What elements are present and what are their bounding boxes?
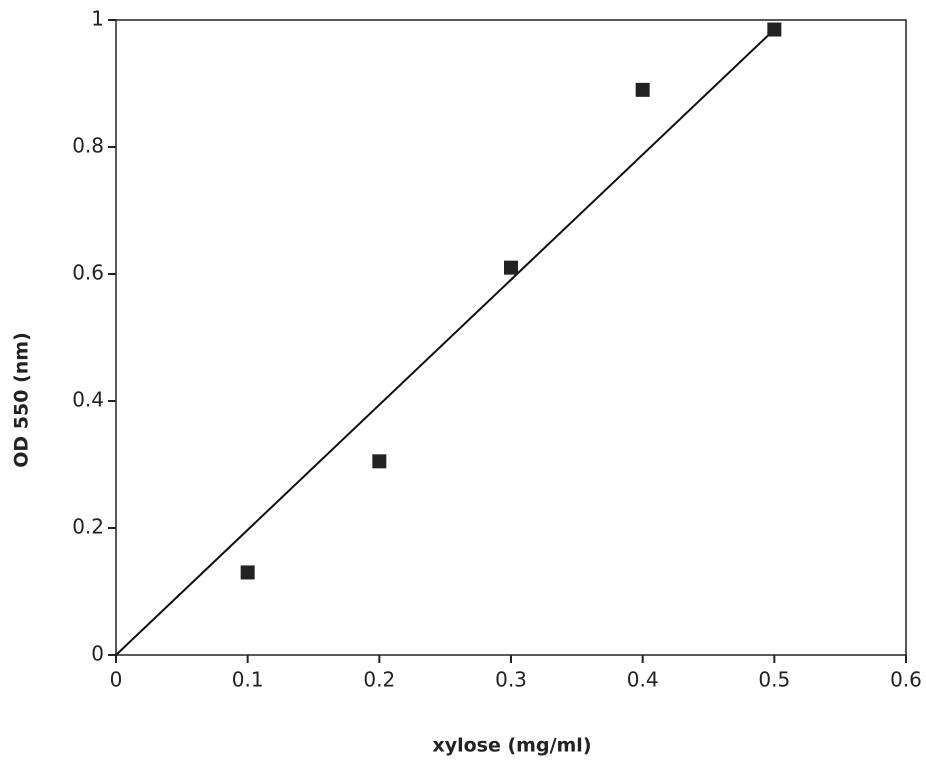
y-tick-label: 0.8 xyxy=(72,134,104,158)
x-tick-label: 0.1 xyxy=(232,668,264,692)
trend-line xyxy=(115,28,776,656)
x-tick-label: 0.2 xyxy=(363,668,395,692)
data-point xyxy=(372,454,387,469)
y-tick-label: 1 xyxy=(91,7,104,31)
x-tick-label: 0.3 xyxy=(495,668,527,692)
x-axis-title: xylose (mg/ml) xyxy=(432,735,591,757)
x-tick-label: 0.4 xyxy=(627,668,659,692)
y-axis-title: OD 550 (nm) xyxy=(11,332,33,468)
x-tick-label: 0.6 xyxy=(890,668,922,692)
data-point xyxy=(504,260,518,275)
y-tick-label: 0.6 xyxy=(72,261,104,285)
y-tick-label: 0.2 xyxy=(72,515,104,539)
plot-frame xyxy=(115,19,907,656)
y-tick-label: 0 xyxy=(91,642,104,666)
x-tick-label: 0.5 xyxy=(758,668,790,692)
x-tick-label: 0 xyxy=(110,668,123,692)
y-tick-label: 0.4 xyxy=(72,388,104,412)
data-point xyxy=(240,565,255,580)
data-point xyxy=(635,82,650,97)
data-point xyxy=(767,22,782,37)
